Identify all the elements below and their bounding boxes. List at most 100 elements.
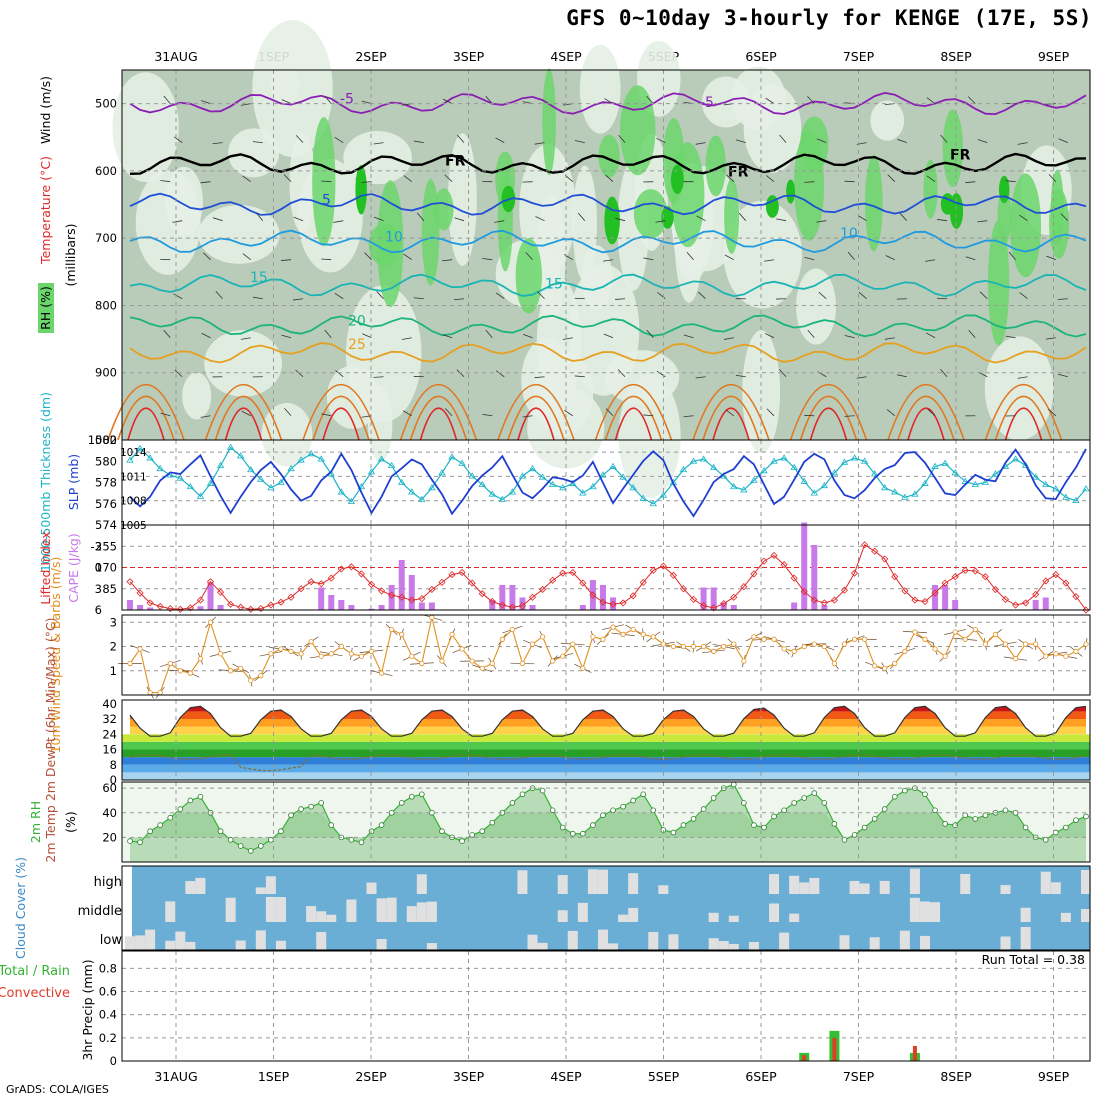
temperature-axis-label: 2m Temp 2m DewPt (6hr Min/Max) (°C) bbox=[43, 617, 58, 862]
wind-barb bbox=[686, 251, 694, 260]
wind-barb bbox=[454, 217, 465, 222]
rh-dry-area bbox=[270, 62, 300, 105]
rh-moist-area bbox=[421, 178, 440, 286]
wind-speed-point bbox=[489, 660, 495, 667]
rh-point bbox=[680, 822, 687, 828]
date-label-bottom: 9SEP bbox=[1038, 1069, 1070, 1084]
surface-warm-contour bbox=[789, 383, 868, 441]
rh-point bbox=[197, 793, 204, 800]
lifted-index-point bbox=[367, 580, 376, 589]
cape-bar bbox=[338, 600, 345, 610]
cloud-level-label: middle bbox=[78, 904, 122, 919]
rh-saturated-area bbox=[786, 179, 796, 204]
thickness-point bbox=[709, 463, 718, 471]
rh-point bbox=[771, 813, 777, 820]
rh-dry-area bbox=[795, 268, 837, 345]
wind-speed-point bbox=[1002, 641, 1009, 647]
lifted-tick-label: -3 bbox=[91, 539, 102, 553]
wind-tick-label: 3 bbox=[110, 615, 117, 629]
lifted-tick-label: 0 bbox=[95, 561, 102, 575]
rh-point bbox=[559, 824, 566, 831]
lifted-index-point bbox=[569, 568, 577, 577]
cloud-gap bbox=[265, 876, 276, 894]
cloud-gap bbox=[849, 880, 860, 894]
wind-speed-point bbox=[529, 641, 536, 647]
rh-point bbox=[922, 791, 928, 798]
wind-barb bbox=[495, 292, 505, 300]
isotherm-line bbox=[129, 152, 1087, 175]
wind-speed-point bbox=[328, 651, 334, 657]
lifted-index-point bbox=[428, 585, 436, 594]
wind-barb bbox=[361, 415, 372, 418]
temperature-frame bbox=[121, 699, 1091, 781]
temperature-band bbox=[122, 734, 1090, 742]
cape-bar bbox=[137, 605, 144, 610]
temperature-warm-band bbox=[130, 719, 1086, 727]
rh-point bbox=[881, 806, 888, 812]
wind-speed-point bbox=[711, 648, 717, 654]
thickness-point bbox=[921, 479, 929, 486]
thickness-point bbox=[659, 491, 668, 498]
wind-barb bbox=[926, 332, 936, 339]
wind-barb bbox=[160, 412, 171, 417]
wind-speed-point bbox=[892, 660, 898, 667]
cloud-gap bbox=[255, 930, 266, 950]
wind-barb bbox=[696, 215, 706, 222]
cloud-gap bbox=[406, 906, 417, 922]
rh-moist-area bbox=[542, 68, 556, 176]
wind-barb bbox=[603, 259, 614, 262]
lifted-index-point bbox=[659, 562, 667, 570]
wind-barb bbox=[564, 409, 573, 417]
lifted-tick-label: 3 bbox=[95, 582, 102, 596]
wind-barb bbox=[457, 134, 465, 143]
lifted-index-point bbox=[257, 605, 265, 613]
lifted-index-point bbox=[891, 573, 899, 581]
wind-barb bbox=[283, 174, 292, 182]
wind-tick-label: 2 bbox=[110, 640, 117, 654]
wind-barb bbox=[646, 329, 654, 339]
wind-barb bbox=[324, 329, 332, 339]
cloud-gap bbox=[265, 896, 276, 922]
contour-label: -5 bbox=[340, 92, 354, 108]
rh-point bbox=[469, 832, 475, 838]
wind-panel bbox=[118, 614, 1090, 699]
wind-barb bbox=[977, 139, 988, 144]
cloud-gap bbox=[1020, 927, 1031, 950]
cloud-gap bbox=[859, 883, 870, 894]
rh-point bbox=[429, 809, 435, 816]
cloud-gap bbox=[597, 929, 608, 950]
wind-barb bbox=[643, 414, 654, 417]
rh-dry-area bbox=[723, 200, 803, 309]
temperature-tick-label: 8 bbox=[110, 758, 117, 772]
rh-point bbox=[509, 800, 516, 806]
lifted-index-point bbox=[227, 600, 235, 608]
cape-bar bbox=[217, 605, 224, 610]
cape-bar bbox=[197, 606, 204, 610]
rh-point bbox=[851, 832, 858, 838]
rh-point bbox=[871, 816, 878, 822]
cloud-gap bbox=[135, 935, 146, 950]
rh-point bbox=[902, 787, 908, 794]
lifted-index-point bbox=[398, 593, 406, 601]
temperature-warm-band bbox=[130, 706, 1086, 712]
wind-barb bbox=[413, 297, 424, 300]
wind-barb bbox=[163, 329, 171, 339]
date-label-bottom: 4SEP bbox=[550, 1069, 582, 1084]
wind-speed-point bbox=[721, 643, 727, 650]
surface-warm-contour bbox=[322, 407, 360, 441]
wind-barb bbox=[445, 408, 453, 417]
wind-barb bbox=[281, 334, 292, 339]
wind-speed-point bbox=[137, 646, 143, 652]
surface-warm-contour bbox=[994, 395, 1053, 441]
wind-barb bbox=[321, 413, 332, 417]
wind-barb bbox=[252, 141, 263, 144]
contour-label: 5 bbox=[322, 193, 331, 209]
thickness-point bbox=[830, 469, 839, 476]
wind-barb bbox=[725, 409, 735, 417]
wind-barb bbox=[1058, 138, 1068, 144]
thickness-point bbox=[468, 472, 476, 479]
rh-point bbox=[147, 828, 153, 835]
contour-label: FR bbox=[728, 164, 749, 180]
cloud-gap bbox=[608, 943, 619, 950]
cloud-gap bbox=[366, 882, 377, 894]
